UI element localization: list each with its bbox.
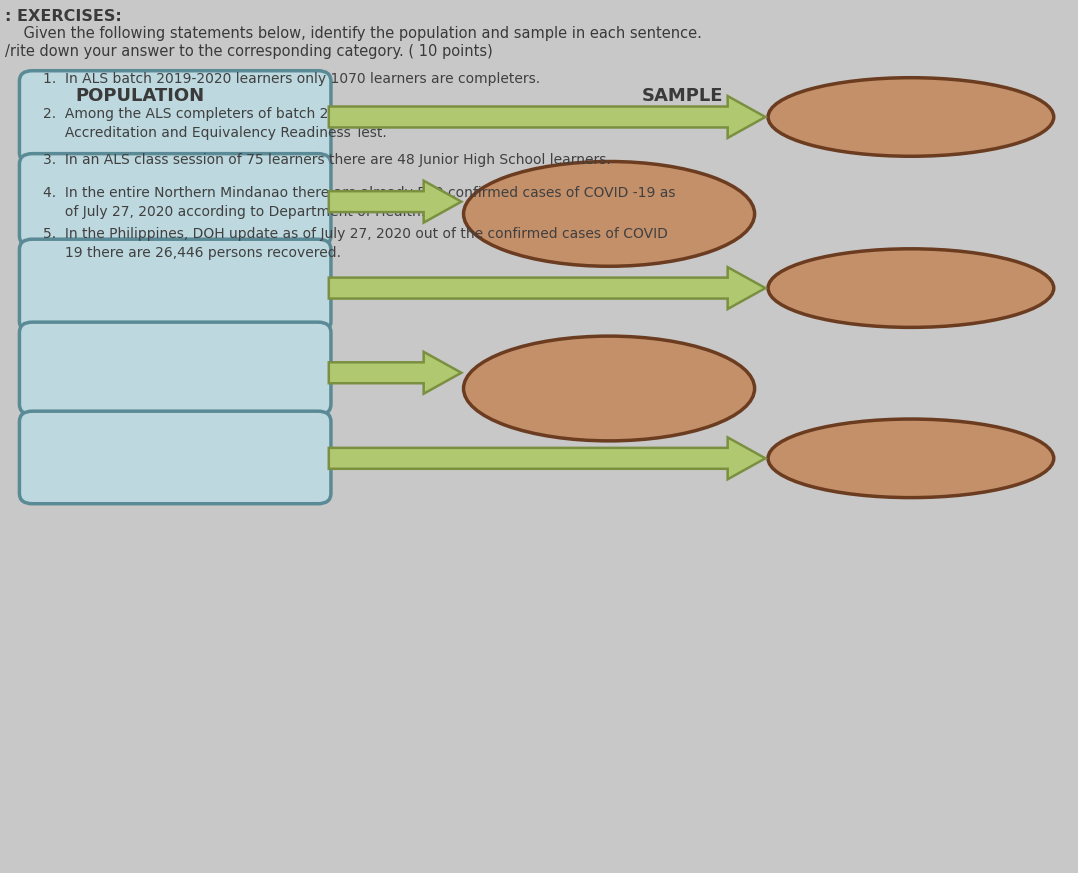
- FancyBboxPatch shape: [19, 411, 331, 504]
- Text: 3.  In an ALS class session of 75 learners there are 48 Junior High School learn: 3. In an ALS class session of 75 learner…: [43, 153, 611, 167]
- Text: POPULATION: POPULATION: [75, 86, 205, 105]
- Ellipse shape: [464, 162, 755, 266]
- Text: 1.  In ALS batch 2019-2020 learners only 1070 learners are completers.: 1. In ALS batch 2019-2020 learners only …: [43, 72, 540, 86]
- FancyBboxPatch shape: [19, 154, 331, 246]
- FancyBboxPatch shape: [19, 322, 331, 415]
- Text: Given the following statements below, identify the population and sample in each: Given the following statements below, id…: [5, 26, 702, 41]
- Text: 5.  In the Philippines, DOH update as of July 27, 2020 out of the confirmed case: 5. In the Philippines, DOH update as of …: [43, 227, 668, 260]
- Ellipse shape: [464, 336, 755, 441]
- Text: 4.  In the entire Northern Mindanao there are already 559 confirmed cases of COV: 4. In the entire Northern Mindanao there…: [43, 186, 676, 219]
- Polygon shape: [329, 352, 461, 394]
- Text: : EXERCISES:: : EXERCISES:: [5, 9, 122, 24]
- Polygon shape: [329, 181, 461, 223]
- Text: SAMPLE: SAMPLE: [641, 86, 723, 105]
- Text: 2.  Among the ALS completers of batch 2019-2020, there are 980 who can take the
: 2. Among the ALS completers of batch 201…: [43, 107, 622, 140]
- Polygon shape: [329, 437, 765, 479]
- Ellipse shape: [768, 249, 1053, 327]
- Text: /rite down your answer to the corresponding category. ( 10 points): /rite down your answer to the correspond…: [5, 44, 493, 58]
- FancyBboxPatch shape: [19, 71, 331, 163]
- Polygon shape: [329, 267, 765, 309]
- Ellipse shape: [768, 78, 1053, 156]
- FancyBboxPatch shape: [19, 239, 331, 332]
- Polygon shape: [329, 96, 765, 138]
- Ellipse shape: [768, 419, 1053, 498]
